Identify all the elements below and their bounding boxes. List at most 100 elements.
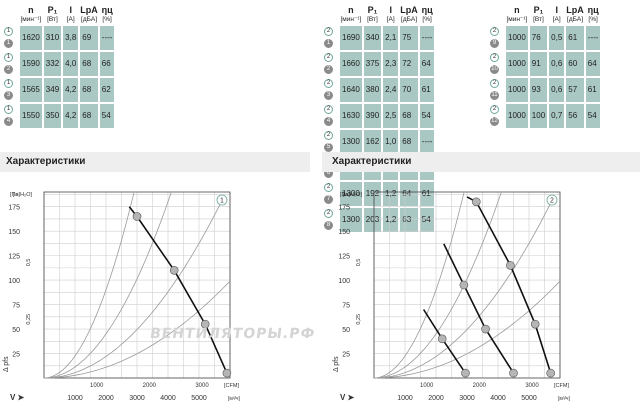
col-n: n [мин⁻¹] bbox=[20, 5, 42, 24]
col-eta: ηц [%] bbox=[587, 5, 599, 24]
curve-marker-icon: 2 bbox=[324, 183, 333, 193]
table-row: 21 1690 340 2,1 75 ---- bbox=[324, 26, 435, 50]
spec-table-right-b: n [мин⁻¹] P₁ [Вт] I [A] LpA [дБA] ηц [%] 29 10… bbox=[488, 4, 602, 130]
col-i: I [A] bbox=[66, 5, 75, 24]
curve-marker-icon: 2 bbox=[324, 105, 333, 115]
curve-marker-icon: 2 bbox=[324, 209, 333, 219]
plot-frame bbox=[43, 191, 231, 379]
cell-i: 0,7 bbox=[549, 104, 565, 128]
point-marker-icon: 11 bbox=[490, 91, 499, 101]
system-curve bbox=[43, 192, 135, 379]
row-marker: 14 bbox=[4, 104, 18, 128]
x-cfm-unit: [CFM] bbox=[554, 383, 569, 389]
cell-p: 350 bbox=[43, 104, 62, 128]
x-m3h-tick-label: 2000 bbox=[98, 395, 114, 402]
cell-i: 4,2 bbox=[63, 104, 79, 128]
cell-l: 60 bbox=[566, 52, 584, 76]
row-marker: 212 bbox=[490, 104, 504, 128]
y-axis-label: Δ pfs bbox=[333, 356, 340, 372]
cell-n: 1550 bbox=[20, 104, 42, 128]
curve-marker-icon: 1 bbox=[4, 53, 13, 63]
row-marker: 21 bbox=[324, 26, 338, 50]
cell-n: 1000 bbox=[506, 78, 528, 102]
cell-i: 1,2 bbox=[383, 208, 399, 232]
operating-point-marker bbox=[509, 368, 518, 378]
y-tick-label: 75 bbox=[342, 303, 350, 310]
row-marker: 11 bbox=[4, 26, 18, 50]
y-tick-label: 100 bbox=[338, 278, 350, 285]
col-lpa: LpA [дБA] bbox=[566, 5, 584, 24]
y-tick-label: 150 bbox=[338, 229, 350, 236]
cell-n: 1640 bbox=[340, 78, 362, 102]
y2-tick-label: 0,5 bbox=[356, 259, 362, 267]
point-marker-icon: 2 bbox=[4, 65, 13, 75]
x-cfm-tick-label: 3000 bbox=[195, 383, 209, 389]
point-marker-icon: 10 bbox=[490, 65, 499, 75]
table-row: 210 1000 91 0,6 60 64 bbox=[490, 52, 601, 76]
cell-e: 62 bbox=[99, 78, 115, 102]
point-marker-icon: 3 bbox=[4, 91, 13, 101]
cell-l: 68 bbox=[400, 130, 418, 154]
x-m3h-tick-label: 1000 bbox=[397, 395, 413, 402]
col-n: n [мин⁻¹] bbox=[340, 5, 362, 24]
cell-p: 375 bbox=[363, 52, 382, 76]
section-title: Характеристики bbox=[332, 156, 412, 167]
row-marker: 23 bbox=[324, 78, 338, 102]
col-lpa: LpA [дБA] bbox=[400, 5, 418, 24]
y2-tick-label: 0,25 bbox=[356, 314, 362, 325]
cell-n: 1000 bbox=[506, 104, 528, 128]
cell-n: 1690 bbox=[340, 26, 362, 50]
cell-i: 4,2 bbox=[63, 78, 79, 102]
cell-i: 0,5 bbox=[549, 26, 565, 50]
cell-e: 61 bbox=[419, 78, 435, 102]
cell-p: 203 bbox=[363, 208, 382, 232]
operating-point-marker bbox=[459, 280, 469, 290]
x-cfm-tick-label: 2000 bbox=[143, 383, 157, 389]
x-m3h-tick-label: 3000 bbox=[129, 395, 145, 402]
row-marker: 28 bbox=[324, 208, 338, 232]
cell-l: 63 bbox=[400, 208, 418, 232]
cell-l: 70 bbox=[400, 78, 418, 102]
cell-p: 340 bbox=[363, 26, 382, 50]
chart-badge-label: 2 bbox=[550, 198, 554, 205]
table-row: 22 1660 375 2,3 72 64 bbox=[324, 52, 435, 76]
operating-point-marker bbox=[530, 319, 540, 329]
y-tick-label: 125 bbox=[8, 254, 20, 261]
point-marker-icon: 3 bbox=[324, 91, 333, 101]
y-tick-label: 50 bbox=[12, 327, 20, 334]
x-m3h-tick-label: 4000 bbox=[160, 395, 176, 402]
y-tick-label: 25 bbox=[12, 352, 20, 359]
curve-marker-icon: 1 bbox=[4, 79, 13, 89]
cell-e: 54 bbox=[585, 104, 601, 128]
cell-e: ---- bbox=[99, 26, 115, 50]
curve-marker-icon: 2 bbox=[490, 105, 499, 115]
cell-p: 93 bbox=[529, 78, 548, 102]
cell-p: 310 bbox=[43, 26, 62, 50]
cell-n: 1300 bbox=[340, 208, 362, 232]
point-marker-icon: 12 bbox=[490, 117, 499, 127]
col-p: P₁ [Вт] bbox=[533, 5, 544, 24]
cell-i: 2,5 bbox=[383, 104, 399, 128]
table-row: 27 1300 192 1,2 64 61 bbox=[324, 182, 435, 206]
point-marker-icon: 1 bbox=[324, 39, 333, 49]
cell-l: 72 bbox=[400, 52, 418, 76]
cell-n: 1620 bbox=[20, 26, 42, 50]
operating-point-marker bbox=[222, 368, 232, 378]
curve-marker-icon: 2 bbox=[324, 53, 333, 63]
cell-l: 56 bbox=[566, 104, 584, 128]
row-marker: 27 bbox=[324, 182, 338, 206]
x-m3h-tick-label: 3000 bbox=[459, 395, 475, 402]
table-row: 23 1640 380 2,4 70 61 bbox=[324, 78, 435, 102]
y-tick-label: 25 bbox=[342, 352, 350, 359]
table-header-row: n [мин⁻¹] P₁ [Вт] I [A] LpA [дБA] ηц [%] bbox=[324, 6, 434, 24]
chart-badge-icon bbox=[216, 194, 228, 206]
x-axis-label: V ➤ bbox=[10, 393, 25, 402]
y-tick-label: 75 bbox=[12, 303, 20, 310]
cell-l: 69 bbox=[80, 26, 98, 50]
row-marker: 22 bbox=[324, 52, 338, 76]
cell-n: 1300 bbox=[340, 130, 362, 154]
row-marker: 25 bbox=[324, 130, 338, 154]
chart-badge-label: 1 bbox=[220, 198, 224, 205]
x-cfm-tick-label: 1000 bbox=[420, 383, 434, 389]
x-m3h-tick-label: 1000 bbox=[67, 395, 83, 402]
